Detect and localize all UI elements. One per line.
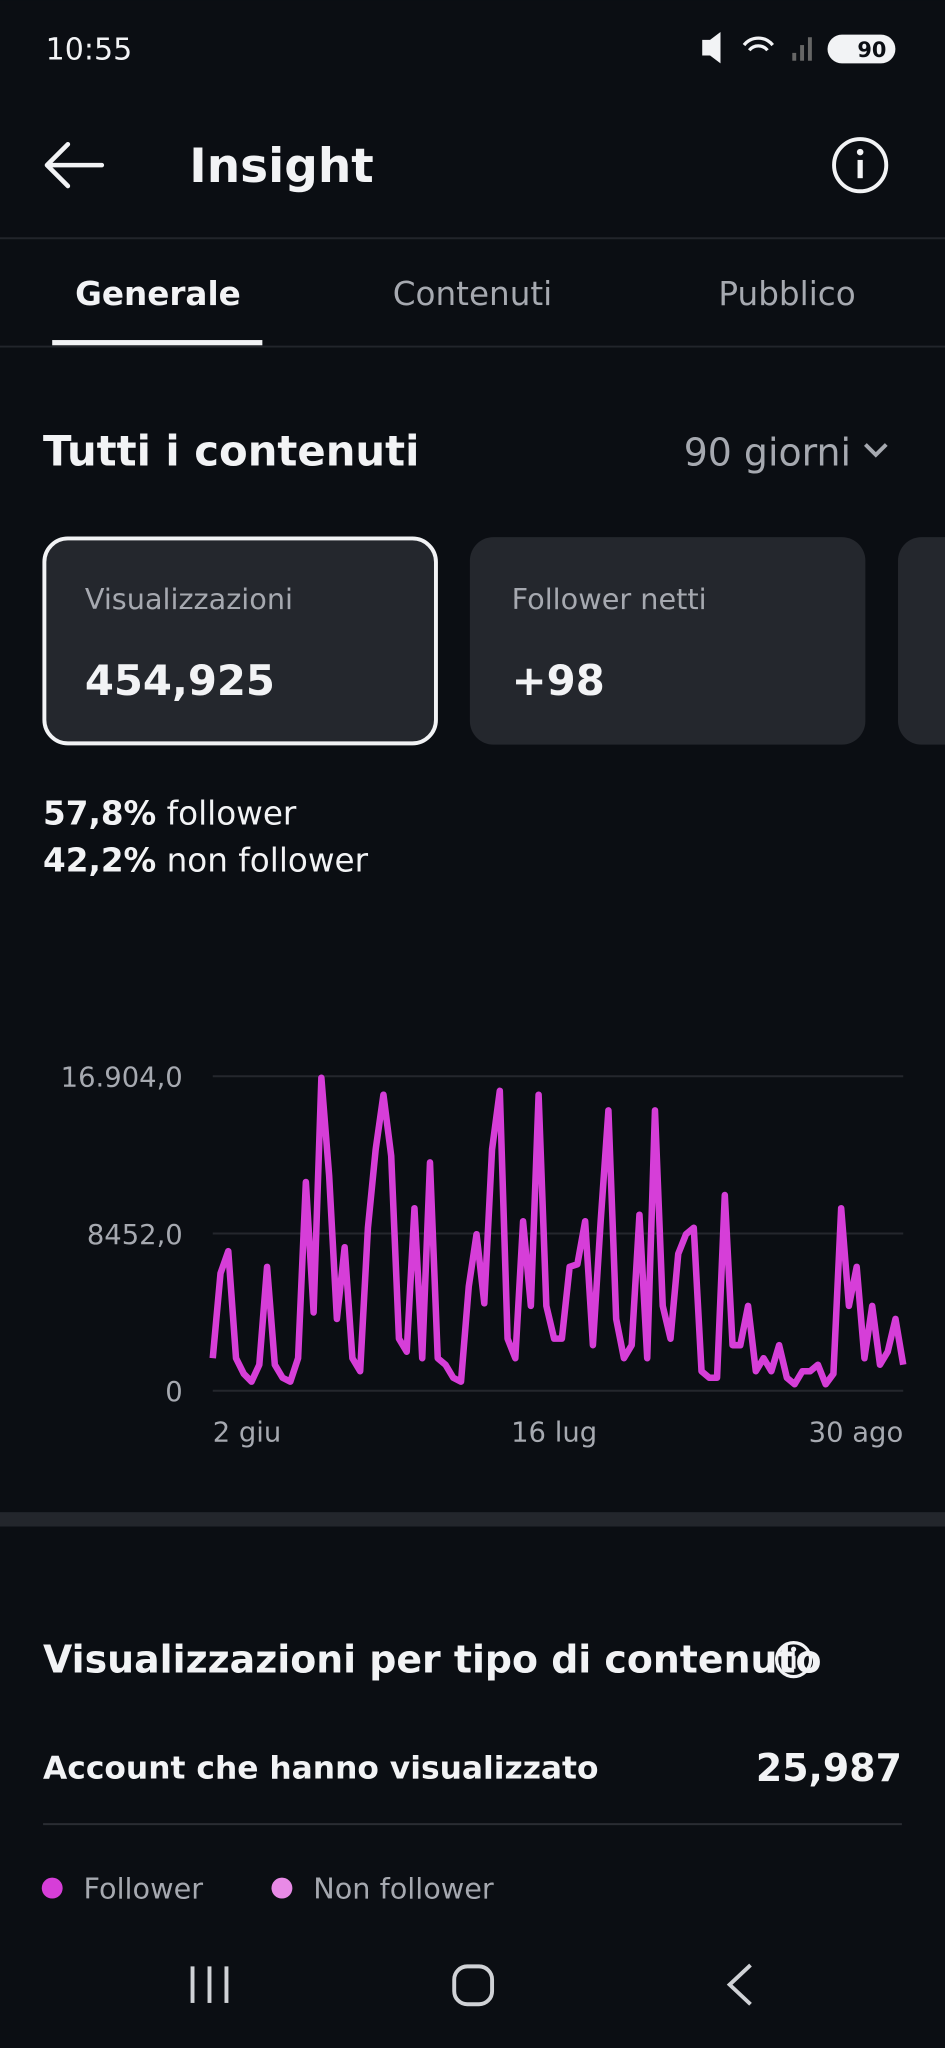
metric-card[interactable] <box>42 536 438 746</box>
y-tick-label: 8452,0 <box>87 1220 183 1251</box>
split-line: 57,8% follower <box>43 794 297 832</box>
tab-indicator <box>52 340 263 346</box>
x-tick-label: 2 giu <box>213 1418 282 1449</box>
nav-recent[interactable] <box>190 1966 229 2003</box>
metric-card[interactable] <box>898 537 945 745</box>
section-title: Tutti i contenuti <box>43 426 419 475</box>
split-line: 42,2% non follower <box>43 841 369 879</box>
chart: 0 8452,0 16.904,0 2 giu 16 lug 30 ago <box>61 1063 907 1449</box>
split-value: 57,8% <box>43 794 156 832</box>
row-label: Account che hanno visualizzato <box>43 1750 598 1786</box>
legend-swatch <box>41 1877 63 1899</box>
legend-label: Non follower <box>313 1872 494 1906</box>
y-tick-label: 16.904,0 <box>61 1063 183 1094</box>
status-icons <box>702 32 896 64</box>
tab[interactable]: Generale <box>75 275 241 313</box>
legend-swatch <box>271 1877 293 1899</box>
x-tick-label: 30 ago <box>809 1418 904 1449</box>
nav-back[interactable] <box>726 1963 752 2006</box>
back-button[interactable] <box>44 141 105 189</box>
status-time: 10:55 <box>46 32 133 67</box>
period-selector[interactable]: 90 giorni <box>684 430 851 474</box>
nav-home[interactable] <box>452 1964 495 2007</box>
section-title: Visualizzazioni per tipo di contenuto <box>43 1638 821 1682</box>
info-button[interactable] <box>832 137 889 194</box>
battery-level: 90 <box>857 38 886 62</box>
dropdown-icon <box>863 443 888 458</box>
metric-card[interactable] <box>469 537 866 745</box>
section-separator <box>0 1512 945 1527</box>
legend: Follower Non follower <box>41 1872 494 1906</box>
x-tick-label: 16 lug <box>511 1418 597 1449</box>
card-label: Follower netti <box>512 582 707 616</box>
split-label: follower <box>167 794 297 832</box>
card-value: +98 <box>512 656 605 705</box>
tab[interactable]: Pubblico <box>718 275 855 313</box>
legend-label: Follower <box>84 1872 204 1906</box>
data-line <box>209 1074 907 1388</box>
row-value: 25,987 <box>756 1746 902 1790</box>
tab[interactable]: Contenuti <box>393 275 553 313</box>
card-value: 454,925 <box>85 656 275 705</box>
split-label: non follower <box>167 841 369 879</box>
y-tick-label: 0 <box>165 1377 182 1408</box>
split-value: 42,2% <box>43 841 156 879</box>
info-icon[interactable] <box>774 1641 813 1679</box>
header-title: Insight <box>189 139 373 194</box>
card-label: Visualizzazioni <box>85 582 293 616</box>
